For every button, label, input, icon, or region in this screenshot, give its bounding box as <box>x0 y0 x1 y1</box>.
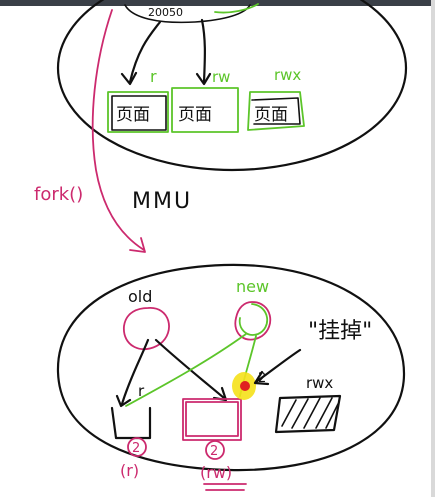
bottom-page-3-box <box>274 394 342 434</box>
top-address-space-ellipse <box>56 0 408 172</box>
old-arrow-to-page1-head <box>115 394 132 408</box>
refcount-2-perm: (rw) <box>200 463 232 482</box>
mount-label: "挂掉" <box>308 319 372 344</box>
top-toolbar-strip <box>0 0 435 6</box>
top-page-3-label: 页面 <box>254 105 288 125</box>
mount-arrow-head <box>253 370 270 386</box>
top-process-bubble-green <box>214 3 259 14</box>
fork-arrow-head <box>129 237 146 253</box>
top-page-2-box <box>171 87 239 133</box>
top-process-bubble <box>124 4 251 24</box>
refcount-1-perm: (r) <box>120 461 139 480</box>
fault-dot <box>240 381 250 391</box>
refcount-1-value: 2 <box>132 441 140 456</box>
mmu-label: MMU <box>132 189 192 214</box>
fork-label: fork() <box>34 184 83 205</box>
old-process-circle <box>123 307 170 351</box>
refcount-2-underline <box>203 483 247 491</box>
top-page-1-box <box>107 91 169 133</box>
refcount-2-circle <box>205 440 225 460</box>
top-page-1-perm: r <box>150 67 157 86</box>
mount-mark: 2 <box>258 371 266 386</box>
bottom-page-1-perm: r <box>138 382 145 400</box>
old-label: old <box>128 287 152 306</box>
top-page-3-box <box>247 91 305 131</box>
top-page-3-perm: rwx <box>274 66 301 84</box>
bottom-page-3-hatch <box>281 397 339 429</box>
top-process-label: 20050 <box>148 6 183 19</box>
old-arrow-to-page1 <box>120 338 150 406</box>
old-arrow-to-page2 <box>154 338 226 400</box>
arrow-to-page2-head <box>195 72 212 86</box>
bottom-page-3-perm: rwx <box>306 374 333 392</box>
arrow-to-page2 <box>200 18 206 84</box>
bottom-page-1-box <box>110 406 152 440</box>
scrollbar-right[interactable] <box>431 0 435 497</box>
top-page-2-label: 页面 <box>178 105 212 125</box>
new-process-circle <box>234 301 272 341</box>
fork-arrow <box>91 9 145 251</box>
refcount-2-value: 2 <box>210 444 218 459</box>
top-page-2-perm: rw <box>212 68 230 86</box>
top-page-3-inner <box>251 97 301 125</box>
new-arrow-to-page1 <box>125 333 247 407</box>
bottom-page-2-box <box>185 401 239 437</box>
new-label: new <box>236 277 269 296</box>
bottom-page-2-box-outer <box>182 398 242 441</box>
top-page-1-inner <box>111 95 167 131</box>
arrow-to-page1 <box>128 20 162 84</box>
top-page-1-label: 页面 <box>116 105 150 125</box>
refcount-1-circle <box>127 437 147 457</box>
mount-arrow <box>254 348 302 384</box>
bottom-address-space-ellipse <box>56 263 406 472</box>
arrow-to-page1-head <box>120 71 138 86</box>
new-process-circle-green <box>238 303 268 336</box>
